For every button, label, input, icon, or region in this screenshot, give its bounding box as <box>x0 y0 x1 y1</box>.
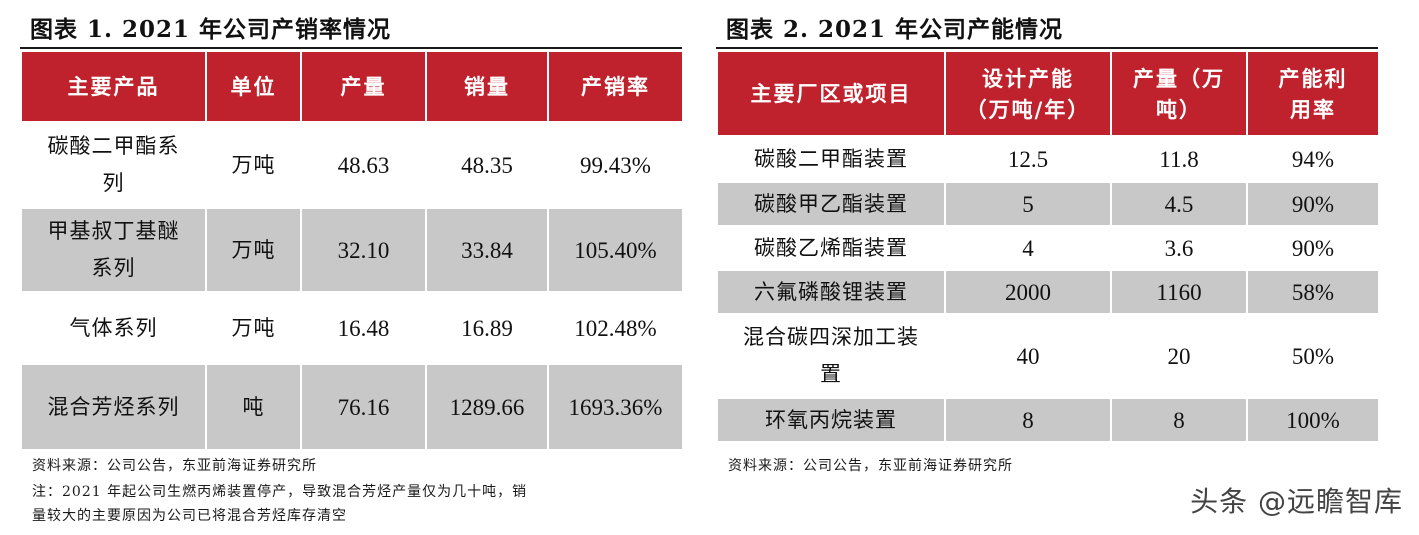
capacity-cell: 40 <box>944 313 1112 399</box>
table-row: 碳酸乙烯酯装置 4 3.6 90% <box>716 225 1380 271</box>
table-row: 环氧丙烷装置 8 8 100% <box>716 397 1380 443</box>
figure-1-note-line-1: 注：2021 年起公司生燃丙烯装置停产，导致混合芳烃产量仅为几十吨，销 <box>32 484 528 500</box>
table-row: 碳酸二甲酯系列 万吨 48.63 48.35 99.43% <box>20 121 684 209</box>
project-name-cell: 六氟磷酸锂装置 <box>716 269 946 315</box>
project-name-cell: 碳酸乙烯酯装置 <box>716 225 946 271</box>
table-row: 混合芳烃系列 吨 76.16 1289.66 1693.36% <box>20 363 684 451</box>
output-cell: 32.10 <box>300 207 427 293</box>
utilization-cell: 90% <box>1246 181 1380 227</box>
project-name-cell: 环氧丙烷装置 <box>716 397 946 443</box>
table-row: 碳酸甲乙酯装置 5 4.5 90% <box>716 181 1380 227</box>
figure-1-title-rule <box>20 47 682 49</box>
capacity-cell: 4 <box>944 225 1112 271</box>
sales-cell: 1289.66 <box>425 363 549 451</box>
watermark-text: 头条 @远瞻智库 <box>1190 485 1403 518</box>
table-row: 六氟磷酸锂装置 2000 1160 58% <box>716 269 1380 315</box>
header-cell: 设计产能（万吨/年） <box>944 52 1112 137</box>
output-cell: 48.63 <box>300 121 427 209</box>
figure-2-title-rule <box>716 47 1378 49</box>
output-cell: 76.16 <box>300 363 427 451</box>
header-cell: 产量 <box>300 52 427 123</box>
output-cell: 4.5 <box>1110 181 1248 227</box>
ratio-cell: 105.40% <box>547 207 684 293</box>
output-cell: 11.8 <box>1110 135 1248 183</box>
ratio-cell: 102.48% <box>547 291 684 365</box>
figure-1-table: 主要产品 单位 产量 销量 产销率 碳酸二甲酯系列 万吨 48.63 48.35… <box>20 52 684 451</box>
figure-1-note-line-2: 量较大的主要原因为公司已将混合芳烃库存清空 <box>32 508 347 524</box>
project-name-cell: 碳酸二甲酯装置 <box>716 135 946 183</box>
capacity-cell: 8 <box>944 397 1112 443</box>
capacity-cell: 5 <box>944 181 1112 227</box>
capacity-cell: 2000 <box>944 269 1112 315</box>
sales-cell: 33.84 <box>425 207 549 293</box>
unit-cell: 万吨 <box>205 207 302 293</box>
utilization-cell: 100% <box>1246 397 1380 443</box>
output-cell: 1160 <box>1110 269 1248 315</box>
table-row: 混合碳四深加工装置 40 20 50% <box>716 313 1380 399</box>
header-cell: 产量（万吨） <box>1110 52 1248 137</box>
product-name-cell: 碳酸二甲酯系列 <box>20 121 207 209</box>
sales-cell: 16.89 <box>425 291 549 365</box>
figure-2-title: 图表 2. 2021 年公司产能情况 <box>726 16 1064 43</box>
utilization-cell: 50% <box>1246 313 1380 399</box>
unit-cell: 吨 <box>205 363 302 451</box>
header-cell: 销量 <box>425 52 549 123</box>
project-name-cell: 混合碳四深加工装置 <box>716 313 946 399</box>
header-cell: 产销率 <box>547 52 684 123</box>
capacity-cell: 12.5 <box>944 135 1112 183</box>
ratio-cell: 1693.36% <box>547 363 684 451</box>
header-cell: 主要厂区或项目 <box>716 52 946 137</box>
figure-2-table: 主要厂区或项目 设计产能（万吨/年） 产量（万吨） 产能利用率 碳酸二甲酯装置 … <box>716 52 1380 443</box>
figure-1-source: 资料来源：公司公告，东亚前海证券研究所 <box>32 458 317 474</box>
unit-cell: 万吨 <box>205 291 302 365</box>
header-cell: 单位 <box>205 52 302 123</box>
table-row: 碳酸二甲酯装置 12.5 11.8 94% <box>716 135 1380 183</box>
figure-2-source: 资料来源：公司公告，东亚前海证券研究所 <box>728 458 1013 474</box>
project-name-cell: 碳酸甲乙酯装置 <box>716 181 946 227</box>
header-cell: 主要产品 <box>20 52 207 123</box>
table-header-row: 主要厂区或项目 设计产能（万吨/年） 产量（万吨） 产能利用率 <box>716 52 1380 137</box>
output-cell: 8 <box>1110 397 1248 443</box>
unit-cell: 万吨 <box>205 121 302 209</box>
product-name-cell: 甲基叔丁基醚系列 <box>20 207 207 293</box>
table-header-row: 主要产品 单位 产量 销量 产销率 <box>20 52 684 123</box>
table-row: 甲基叔丁基醚系列 万吨 32.10 33.84 105.40% <box>20 207 684 293</box>
output-cell: 3.6 <box>1110 225 1248 271</box>
table-row: 气体系列 万吨 16.48 16.89 102.48% <box>20 291 684 365</box>
output-cell: 16.48 <box>300 291 427 365</box>
sales-cell: 48.35 <box>425 121 549 209</box>
product-name-cell: 气体系列 <box>20 291 207 365</box>
output-cell: 20 <box>1110 313 1248 399</box>
utilization-cell: 90% <box>1246 225 1380 271</box>
utilization-cell: 94% <box>1246 135 1380 183</box>
figure-1-title: 图表 1. 2021 年公司产销率情况 <box>30 16 392 43</box>
product-name-cell: 混合芳烃系列 <box>20 363 207 451</box>
utilization-cell: 58% <box>1246 269 1380 315</box>
ratio-cell: 99.43% <box>547 121 684 209</box>
header-cell: 产能利用率 <box>1246 52 1380 137</box>
